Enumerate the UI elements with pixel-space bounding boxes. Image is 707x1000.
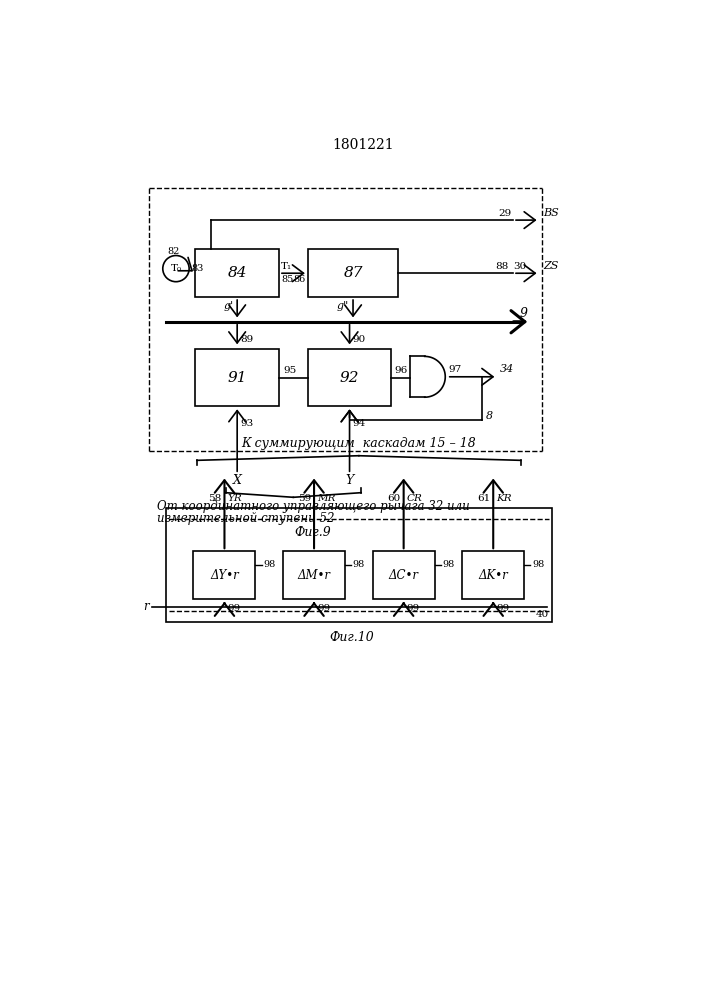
Text: 59: 59 [298, 494, 311, 503]
Text: 98: 98 [263, 560, 276, 569]
Text: YR: YR [228, 494, 243, 503]
Text: ΔY•r: ΔY•r [210, 569, 239, 582]
Text: 96: 96 [395, 366, 408, 375]
Text: 95: 95 [283, 366, 296, 375]
Text: 93: 93 [240, 419, 254, 428]
Text: 29: 29 [498, 209, 512, 218]
Text: 99: 99 [228, 604, 241, 613]
Text: T₀: T₀ [170, 264, 182, 273]
Text: g': g' [223, 301, 233, 311]
Bar [195, 349, 279, 406]
Bar [462, 551, 524, 599]
Text: BS: BS [543, 208, 559, 218]
Bar [195, 249, 279, 297]
Text: r: r [144, 600, 149, 613]
Text: 8: 8 [486, 411, 493, 421]
Text: g": g" [337, 301, 349, 311]
Bar [283, 551, 345, 599]
Text: измерительной ступени 52: измерительной ступени 52 [156, 512, 334, 525]
Text: 84: 84 [228, 266, 247, 280]
Text: 40: 40 [535, 610, 549, 619]
Text: Y: Y [346, 474, 354, 487]
Text: 61: 61 [477, 494, 490, 503]
Text: 99: 99 [407, 604, 420, 613]
Text: 98: 98 [353, 560, 365, 569]
Text: ΔC•r: ΔC•r [389, 569, 419, 582]
Text: ΔK•r: ΔK•r [479, 569, 508, 582]
Text: К суммирующим  каскадам 15 – 18: К суммирующим каскадам 15 – 18 [242, 437, 477, 450]
Text: 86: 86 [293, 275, 305, 284]
Text: MR: MR [317, 494, 336, 503]
Text: 1801221: 1801221 [332, 138, 394, 152]
Text: Фиг.9: Фиг.9 [295, 526, 332, 539]
Text: От координатного управляющего рычага 32 или: От координатного управляющего рычага 32 … [156, 500, 469, 513]
Text: 87: 87 [344, 266, 363, 280]
Text: 60: 60 [387, 494, 401, 503]
Text: 83: 83 [192, 264, 204, 273]
Text: 34: 34 [500, 364, 514, 374]
Text: X: X [233, 474, 242, 487]
Text: 90: 90 [353, 335, 366, 344]
Bar [166, 508, 552, 622]
Text: 58: 58 [208, 494, 221, 503]
Bar [373, 551, 435, 599]
Text: 88: 88 [495, 262, 508, 271]
Text: 91: 91 [228, 371, 247, 385]
Text: 82: 82 [168, 247, 180, 256]
Text: ZS: ZS [543, 261, 559, 271]
Text: 98: 98 [443, 560, 455, 569]
Text: 89: 89 [240, 335, 254, 344]
Text: T₁: T₁ [281, 262, 293, 271]
Text: 99: 99 [317, 604, 330, 613]
Text: KR: KR [496, 494, 512, 503]
Text: 98: 98 [532, 560, 544, 569]
Text: 9: 9 [520, 307, 528, 320]
Bar [308, 249, 398, 297]
Text: 97: 97 [448, 365, 462, 374]
Text: 94: 94 [353, 419, 366, 428]
Text: CR: CR [407, 494, 423, 503]
Text: 85: 85 [281, 275, 293, 284]
Bar [308, 349, 392, 406]
Text: 92: 92 [340, 371, 359, 385]
Bar [194, 551, 255, 599]
Text: ΔM•r: ΔM•r [298, 569, 331, 582]
Text: 30: 30 [513, 262, 526, 271]
Text: 99: 99 [496, 604, 510, 613]
Text: Фиг.10: Фиг.10 [329, 631, 374, 644]
